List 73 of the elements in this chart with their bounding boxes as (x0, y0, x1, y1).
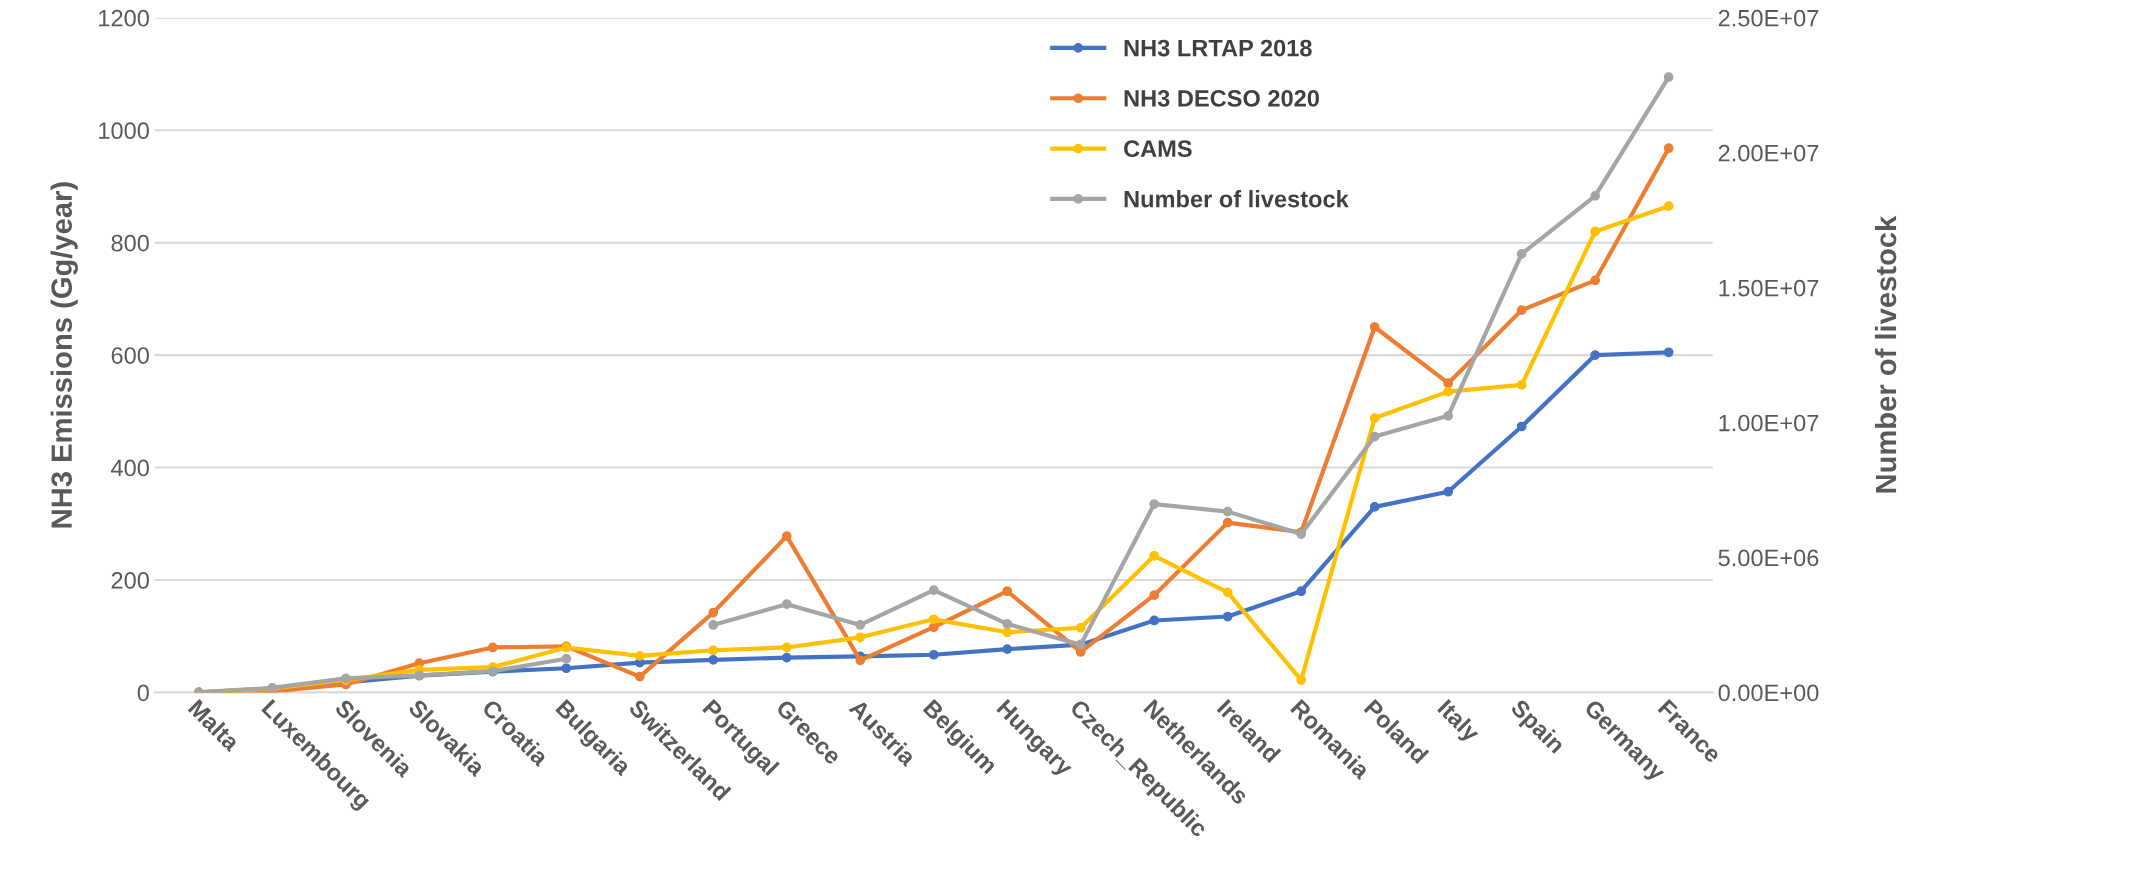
point (1149, 615, 1160, 626)
point (928, 585, 939, 596)
point (1149, 590, 1160, 601)
point (1663, 143, 1674, 154)
y-axis-title: NH3 Emissions (Gg/year) (50, 182, 78, 528)
y2-axis-title: Number of livestock (1874, 215, 1897, 493)
y2-tick-label: 0.00E+00 (1718, 684, 1819, 702)
point (1369, 322, 1380, 332)
point (708, 607, 719, 618)
point (1222, 506, 1233, 517)
y2-tick-label: 2.50E+07 (1718, 9, 1819, 27)
point (1590, 191, 1601, 201)
point (781, 531, 792, 541)
legend-label: NH3 LRTAP 2018 (1124, 39, 1312, 57)
point (634, 671, 645, 682)
point (928, 614, 939, 625)
y2-tick-label: 2.00E+07 (1718, 144, 1819, 162)
point (634, 651, 645, 661)
y-tick-label: 0 (137, 684, 149, 702)
y2-tick-label: 5.00E+06 (1718, 549, 1819, 567)
y-tick-label: 200 (111, 572, 149, 589)
point (1002, 619, 1013, 629)
point (855, 620, 866, 630)
point (1590, 275, 1601, 286)
point (708, 645, 719, 656)
point (1149, 499, 1160, 509)
y-tick-label: 800 (111, 234, 149, 252)
point (1663, 201, 1674, 211)
point (1443, 410, 1454, 421)
point (781, 642, 792, 653)
point (1443, 486, 1454, 497)
point (1590, 350, 1601, 360)
point (1002, 627, 1013, 638)
y2-tick-label: 1.50E+07 (1719, 279, 1819, 297)
point (1443, 386, 1454, 397)
point (708, 620, 719, 630)
point (1516, 380, 1527, 390)
point (781, 652, 792, 663)
point (855, 655, 866, 666)
point (1516, 305, 1527, 315)
point (1516, 421, 1527, 432)
point (1369, 413, 1380, 423)
legend-label: NH3 DECSO 2020 (1124, 90, 1319, 107)
legend-label: CAMS (1124, 140, 1192, 158)
y-tick-label: 600 (111, 347, 149, 364)
point (561, 663, 572, 674)
point (1516, 249, 1527, 259)
y-tick-label: 400 (111, 459, 149, 477)
point (1663, 347, 1674, 358)
point (1149, 550, 1160, 561)
point (1369, 431, 1380, 442)
legend-label: Number of livestock (1124, 190, 1349, 208)
point (1369, 502, 1380, 512)
y2-tick-label: 1.00E+07 (1719, 414, 1819, 432)
point (1222, 611, 1233, 622)
point (1002, 586, 1013, 597)
y-tick-label: 1000 (99, 122, 149, 140)
y-tick-label: 1200 (99, 9, 149, 27)
point (487, 642, 498, 653)
point (1002, 644, 1013, 654)
point (561, 653, 572, 664)
point (1443, 378, 1454, 389)
point (1590, 226, 1601, 237)
point (1296, 675, 1307, 685)
point (1296, 586, 1307, 597)
point (1222, 517, 1233, 528)
point (855, 632, 866, 643)
point (928, 649, 939, 660)
point (1663, 72, 1674, 83)
point (1222, 587, 1233, 598)
point (1075, 622, 1086, 633)
point (781, 599, 792, 610)
point (708, 654, 719, 665)
